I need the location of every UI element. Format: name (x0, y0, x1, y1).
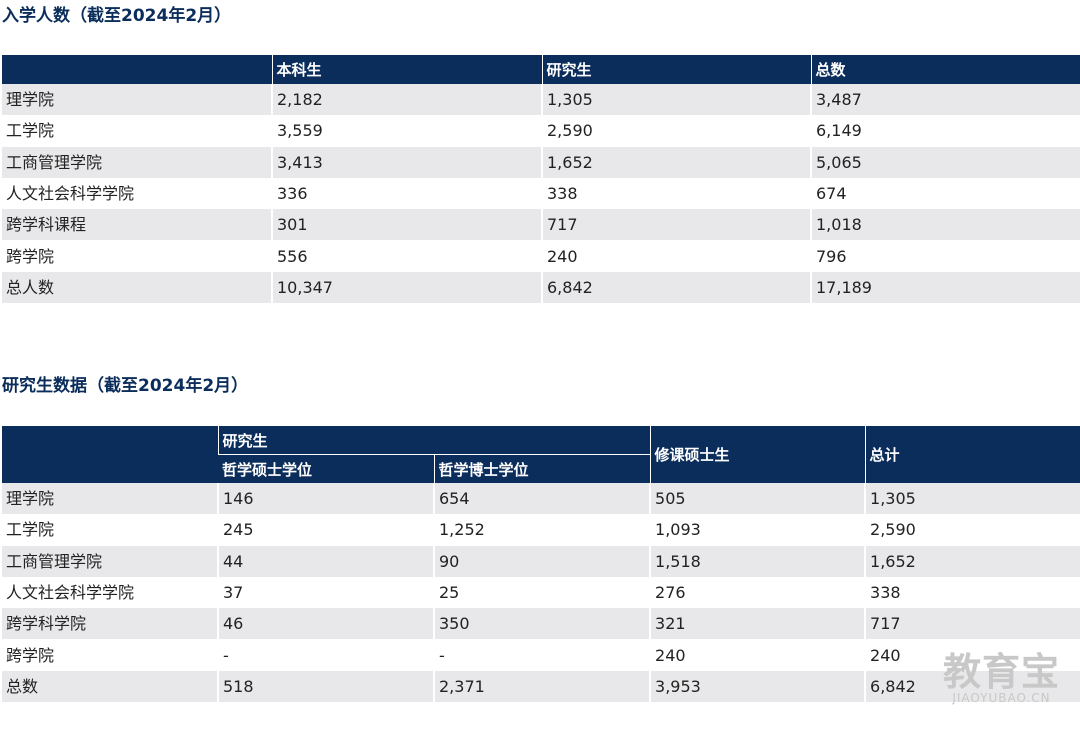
graduate-header-row-2: 哲学硕士学位 哲学博士学位 (2, 454, 1080, 483)
value-cell: 3,413 (271, 146, 542, 178)
header-total: 总数 (810, 55, 1080, 84)
row-label-cell: 总人数 (2, 271, 272, 304)
watermark-sub: JIAOYUBAO.CN (952, 691, 1051, 705)
value-cell: 717 (864, 608, 1080, 640)
value-cell: - (217, 639, 434, 671)
value-cell: 3,953 (649, 670, 866, 703)
value-cell: 240 (649, 639, 866, 671)
value-cell: 276 (649, 576, 866, 609)
row-label-cell: 跨学院 (2, 639, 218, 671)
graduate-row: 工商管理学院 44 90 1,518 1,652 (2, 545, 1080, 577)
row-label-cell: 总数 (2, 670, 218, 703)
value-cell: 518 (217, 670, 434, 703)
value-cell: 2,590 (541, 115, 811, 147)
value-cell: 240 (864, 639, 1080, 671)
row-label-cell: 工学院 (2, 115, 272, 147)
value-cell: 338 (864, 576, 1080, 609)
value-cell: 1,018 (810, 209, 1080, 241)
watermark-logo: 教育宝 JIAOYUBAO.CN (943, 652, 1060, 704)
row-label-cell: 工商管理学院 (2, 146, 272, 178)
value-cell: 90 (432, 545, 651, 577)
graduate-row: 人文社会科学学院 37 25 276 338 (2, 576, 1080, 609)
value-cell: 1,305 (541, 84, 811, 116)
value-cell: 3,487 (810, 84, 1080, 116)
value-cell: 350 (432, 608, 651, 640)
value-cell: 654 (432, 483, 651, 515)
header-undergraduate: 本科生 (271, 55, 542, 84)
value-cell: 2,182 (271, 84, 542, 116)
graduate-row: 理学院 146 654 505 1,305 (2, 483, 1080, 515)
value-cell: 5,065 (810, 146, 1080, 178)
value-cell: 301 (271, 209, 542, 241)
row-label-cell: 跨学院 (2, 240, 272, 272)
enrollment-row: 总人数 10,347 6,842 17,189 (2, 271, 1080, 304)
graduate-header-corner (2, 426, 218, 483)
row-label-cell: 跨学科课程 (2, 209, 272, 241)
header-phd: 哲学博士学位 (433, 454, 651, 483)
enrollment-row: 工商管理学院 3,413 1,652 5,065 (2, 146, 1080, 178)
value-cell: 6,842 (864, 670, 1080, 703)
enrollment-row: 人文社会科学学院 336 338 674 (2, 177, 1080, 210)
enrollment-title: 入学人数（截至2024年2月） (2, 6, 232, 26)
value-cell: 6,149 (810, 115, 1080, 147)
value-cell: 336 (271, 177, 542, 210)
value-cell: 674 (810, 177, 1080, 210)
row-label-cell: 工商管理学院 (2, 545, 218, 577)
header-graduate-group: 研究生 (217, 426, 651, 455)
row-label-cell: 理学院 (2, 483, 218, 515)
enrollment-row: 跨学科课程 301 717 1,018 (2, 209, 1080, 241)
enrollment-row: 跨学院 556 240 796 (2, 240, 1080, 272)
value-cell: 240 (541, 240, 811, 272)
value-cell: 1,652 (541, 146, 811, 178)
enrollment-header-row: 本科生 研究生 总数 (2, 55, 1080, 84)
value-cell: 1,252 (432, 514, 651, 546)
value-cell: 796 (810, 240, 1080, 272)
value-cell: 25 (432, 576, 651, 609)
value-cell: 37 (217, 576, 434, 609)
value-cell: - (432, 639, 651, 671)
graduate-table: 研究生 修课硕士生 总计 哲学硕士学位 哲学博士学位 理学院 146 654 505 1… (2, 426, 1080, 703)
graduate-header-row-1: 研究生 修课硕士生 总计 (2, 426, 1080, 483)
row-label-cell: 工学院 (2, 514, 218, 546)
value-cell: 505 (649, 483, 866, 515)
graduate-title: 研究生数据（截至2024年2月） (2, 376, 249, 396)
enrollment-row: 工学院 3,559 2,590 6,149 (2, 115, 1080, 147)
graduate-row: 跨学院 - -240 240 (2, 639, 1080, 671)
value-cell: 1,518 (649, 545, 866, 577)
value-cell: 1,305 (864, 483, 1080, 515)
value-cell: 146 (217, 483, 434, 515)
value-cell: 46 (217, 608, 434, 640)
value-cell: 17,189 (810, 271, 1080, 304)
value-cell: 245 (217, 514, 434, 546)
value-cell: 2,590 (864, 514, 1080, 546)
value-cell: 1,652 (864, 545, 1080, 577)
graduate-row: 总数 518 2,371 3,953 6,842 (2, 670, 1080, 703)
value-cell: 6,842 (541, 271, 811, 304)
value-cell: 1,093 (649, 514, 866, 546)
value-cell: 321 (649, 608, 866, 640)
value-cell: 3,559 (271, 115, 542, 147)
graduate-table-body: 理学院 146 654 505 1,305 工学院 245 1,252 1,093 2,590 工商… (2, 483, 1080, 703)
graduate-row: 跨学科学院 46 350 321 717 (2, 608, 1080, 640)
row-label-cell: 跨学科学院 (2, 608, 218, 640)
header-taught-master: 修课硕士生 (649, 426, 866, 483)
enrollment-table: 本科生 研究生 总数 理学院 2,182 1,305 3,487 工学院 3,559 2,5… (2, 55, 1080, 304)
value-cell: 44 (217, 545, 434, 577)
header-mphil: 哲学硕士学位 (218, 454, 434, 483)
value-cell: 10,347 (271, 271, 542, 304)
enrollment-header-corner (2, 55, 272, 84)
header-graduate: 研究生 (541, 55, 811, 84)
header-grand-total: 总计 (864, 426, 1080, 483)
row-label-cell: 理学院 (2, 84, 272, 116)
graduate-row: 工学院 245 1,252 1,093 2,590 (2, 514, 1080, 546)
row-label-cell: 人文社会科学学院 (2, 177, 272, 210)
value-cell: 338 (541, 177, 811, 210)
value-cell: 2,371 (432, 670, 651, 703)
row-label-cell: 人文社会科学学院 (2, 576, 218, 609)
value-cell: 556 (271, 240, 542, 272)
value-cell: 717 (541, 209, 811, 241)
enrollment-table-body: 理学院 2,182 1,305 3,487 工学院 3,559 2,590 6,149 工商管理… (2, 84, 1080, 304)
enrollment-row: 理学院 2,182 1,305 3,487 (2, 84, 1080, 116)
watermark-main: 教育宝 (942, 650, 1060, 694)
